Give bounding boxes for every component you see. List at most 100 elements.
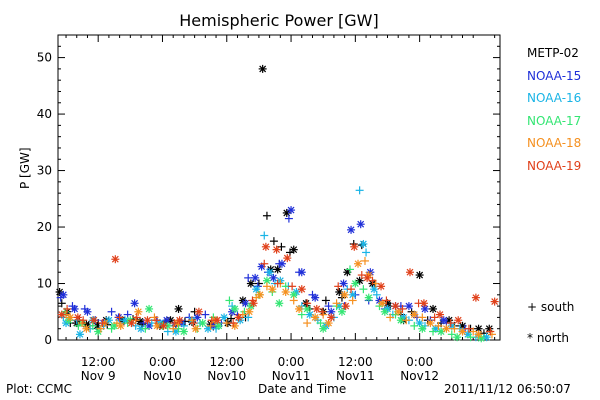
north-point	[116, 321, 125, 330]
north-point	[391, 302, 400, 311]
north-point	[429, 304, 438, 313]
north-point	[273, 265, 282, 274]
north-point	[289, 245, 298, 254]
footer-timestamp: 2011/11/12 06:50:07	[444, 382, 571, 396]
north-point	[327, 307, 336, 316]
north-point	[410, 310, 419, 319]
data-points	[55, 64, 499, 343]
south-point	[269, 237, 278, 246]
y-tick-label: 30	[37, 164, 52, 178]
north-point	[471, 293, 480, 302]
north-point	[311, 293, 320, 302]
north-point	[213, 316, 222, 325]
north-point	[246, 279, 255, 288]
north-point	[70, 304, 79, 313]
north-point	[145, 304, 154, 313]
y-axis-label: P [GW]	[18, 147, 32, 189]
north-point	[377, 282, 386, 291]
south-point	[189, 319, 198, 328]
north-point	[275, 299, 284, 308]
south-point	[262, 211, 271, 220]
south-point	[288, 282, 297, 291]
north-point	[272, 245, 281, 254]
north-point	[261, 242, 270, 251]
north-point	[104, 316, 113, 325]
north-point	[327, 313, 336, 322]
y-tick-label: 0	[44, 333, 52, 347]
south-point	[360, 256, 369, 265]
north-point	[194, 307, 203, 316]
north-point	[57, 310, 66, 319]
north-point	[415, 271, 424, 280]
x-tick-label-date: Nov10	[143, 369, 182, 383]
north-point	[442, 324, 451, 333]
north-point	[337, 307, 346, 316]
north-point	[283, 254, 292, 263]
north-point	[363, 273, 372, 282]
x-tick-label-time: 0:00	[278, 355, 305, 369]
north-point	[396, 316, 405, 325]
south-point	[244, 273, 253, 282]
x-tick-label-date: Nov11	[272, 369, 311, 383]
north-point	[341, 302, 350, 311]
north-point	[111, 255, 120, 264]
north-point	[268, 285, 277, 294]
south-point	[260, 259, 269, 268]
north-point	[281, 287, 290, 296]
south-point	[464, 324, 473, 333]
south-point	[362, 248, 371, 257]
south-point	[446, 319, 455, 328]
south-point	[132, 313, 141, 322]
legend-south-marker: + south	[527, 300, 575, 314]
north-point	[249, 299, 258, 308]
north-point	[234, 313, 243, 322]
north-point	[258, 64, 267, 73]
south-point	[201, 310, 210, 319]
south-point	[238, 310, 247, 319]
north-point	[289, 290, 298, 299]
north-point	[230, 304, 239, 313]
north-point	[252, 285, 261, 294]
north-point	[143, 316, 152, 325]
north-point	[174, 304, 183, 313]
north-point	[359, 239, 368, 248]
north-point	[66, 313, 75, 322]
south-point	[115, 313, 124, 322]
north-point	[356, 220, 365, 229]
north-point	[59, 290, 68, 299]
south-point	[260, 231, 269, 240]
south-point	[225, 296, 234, 305]
north-point	[437, 327, 446, 336]
south-point	[273, 279, 282, 288]
x-tick-label-date: Nov10	[207, 369, 246, 383]
legend-entry: NOAA-16	[527, 91, 582, 106]
south-point	[334, 282, 343, 291]
north-point	[82, 324, 91, 333]
north-point	[198, 319, 207, 328]
north-point	[262, 276, 271, 285]
south-point	[466, 333, 475, 342]
south-point	[96, 324, 105, 333]
south-point	[141, 324, 150, 333]
y-tick-label: 20	[37, 220, 52, 234]
south-point	[152, 316, 161, 325]
north-point	[179, 327, 188, 336]
south-point	[107, 307, 116, 316]
south-point	[289, 296, 298, 305]
x-tick-label-date: Nov12	[400, 369, 439, 383]
x-axis-label: Date and Time	[258, 382, 347, 396]
north-point	[458, 327, 467, 336]
north-point	[297, 268, 306, 277]
north-point	[335, 287, 344, 296]
south-point	[347, 285, 356, 294]
south-point	[345, 265, 354, 274]
south-point	[321, 296, 330, 305]
legend-entry: NOAA-19	[527, 158, 582, 173]
south-point	[244, 313, 253, 322]
south-point	[88, 321, 97, 330]
south-point	[98, 319, 107, 328]
south-point	[206, 321, 215, 330]
plot-frame	[57, 34, 501, 341]
south-point	[169, 324, 178, 333]
south-point	[398, 304, 407, 313]
